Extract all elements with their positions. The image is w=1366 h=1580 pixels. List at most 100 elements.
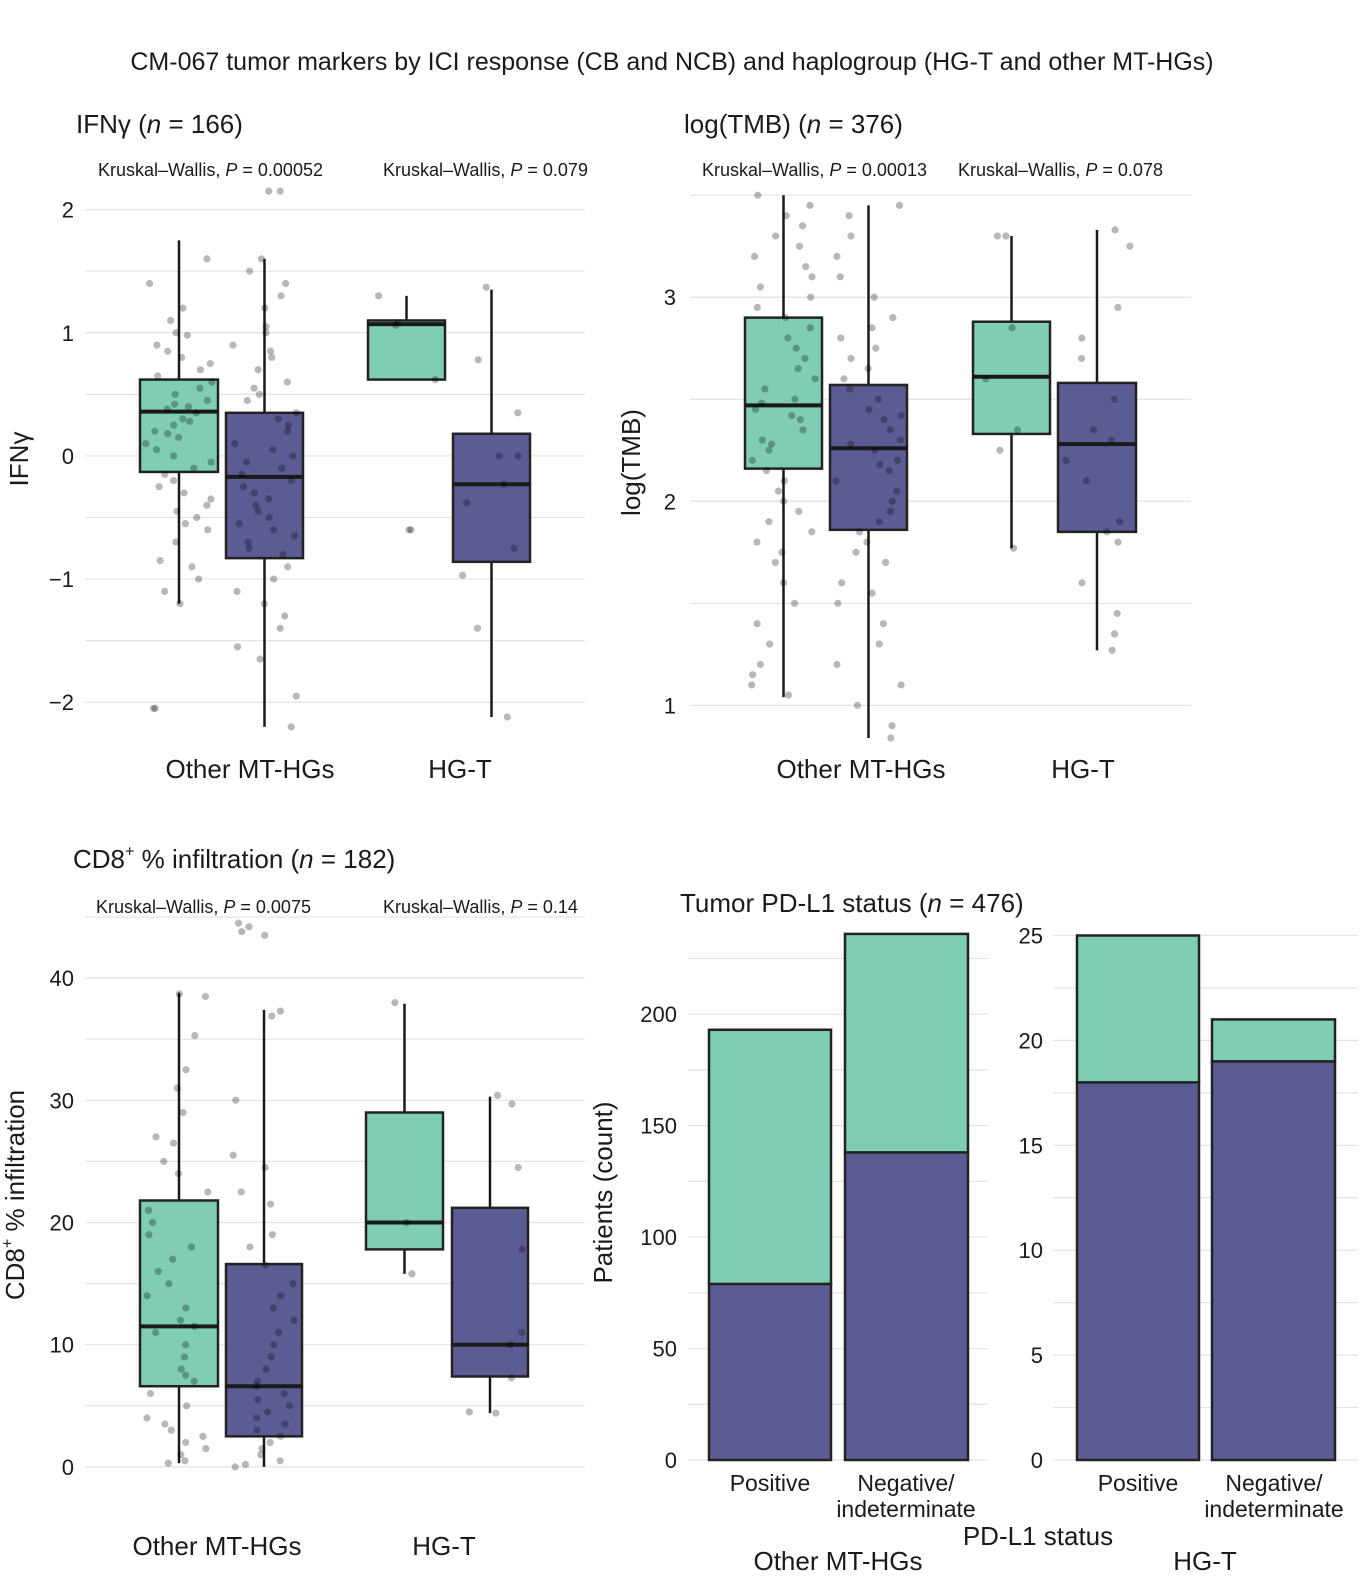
data-point xyxy=(982,375,990,383)
panel-title-part: CD8 xyxy=(73,844,125,874)
data-point xyxy=(889,314,897,322)
data-point xyxy=(518,1328,526,1337)
data-point xyxy=(265,495,273,503)
data-point xyxy=(872,344,880,352)
data-point xyxy=(274,415,282,423)
data-point xyxy=(408,1270,416,1278)
data-point xyxy=(897,411,905,420)
data-point xyxy=(254,507,262,515)
data-point xyxy=(492,1409,500,1417)
data-point xyxy=(163,405,171,413)
y-tick-label: 2 xyxy=(664,489,676,514)
data-point xyxy=(1062,456,1070,465)
data-point xyxy=(255,390,264,398)
data-point xyxy=(893,456,902,465)
data-point xyxy=(266,1200,275,1208)
data-point xyxy=(238,470,246,478)
data-point xyxy=(292,692,300,700)
data-point xyxy=(767,440,776,448)
data-point xyxy=(753,620,761,628)
data-point xyxy=(753,303,761,312)
data-point xyxy=(257,1451,265,1459)
category-label: Negative/ xyxy=(1225,1470,1323,1496)
x-group-label: Other MT-HGs xyxy=(776,754,945,784)
data-point xyxy=(808,528,816,536)
data-point xyxy=(202,1444,210,1453)
data-point xyxy=(283,378,291,386)
data-point xyxy=(748,681,756,689)
data-point xyxy=(1116,518,1124,526)
data-point xyxy=(500,480,508,488)
data-point xyxy=(146,279,154,288)
data-point xyxy=(258,1444,266,1453)
box-iqr xyxy=(224,411,305,560)
data-point xyxy=(153,341,161,349)
data-point xyxy=(229,1151,237,1159)
data-point xyxy=(778,548,786,556)
panel-pdl1: Tumor PD-L1 status (n = 476) Patients (co… xyxy=(588,888,1358,1576)
data-point xyxy=(806,201,814,210)
data-point xyxy=(394,319,402,327)
category-label: Positive xyxy=(730,1470,811,1496)
data-point xyxy=(152,446,161,454)
data-point xyxy=(268,353,276,362)
data-point xyxy=(183,1402,191,1410)
data-point xyxy=(833,252,841,261)
box-cb-hgt xyxy=(364,998,445,1278)
data-point xyxy=(177,1365,185,1373)
figure-title: CM-067 tumor markers by ICI response (CB… xyxy=(130,48,1213,76)
data-point xyxy=(845,212,853,220)
data-point xyxy=(279,550,287,559)
box-cb-other xyxy=(138,990,220,1467)
bar-ncb xyxy=(1210,1060,1337,1462)
kw-p: P xyxy=(225,160,237,180)
data-point xyxy=(887,734,895,742)
panel-title-part: n xyxy=(807,109,821,139)
data-point xyxy=(847,232,855,240)
data-point xyxy=(206,359,214,368)
data-point xyxy=(771,232,780,240)
panel-title-part: = 182) xyxy=(314,844,396,874)
data-point xyxy=(178,353,186,362)
data-point xyxy=(145,1231,153,1239)
data-point xyxy=(287,476,296,485)
data-point xyxy=(811,375,819,383)
panel-title-part: = 476) xyxy=(942,888,1024,918)
y-tick-label: 15 xyxy=(1019,1133,1043,1158)
kruskal-wallis-label: Kruskal–Wallis, P = 0.00013 xyxy=(702,160,927,180)
data-point xyxy=(277,1432,285,1440)
y-tick-label: −1 xyxy=(49,567,74,592)
data-point xyxy=(403,1218,411,1227)
y-tick-label: 100 xyxy=(640,1225,677,1250)
facet-hg-t: 0 5 10 15 20 25 Positive Negative/indeterminate… xyxy=(1019,923,1358,1576)
y-tick-label: 40 xyxy=(50,966,74,991)
data-point xyxy=(868,324,876,332)
data-point xyxy=(495,452,503,460)
data-point xyxy=(880,416,888,424)
data-point xyxy=(514,452,522,460)
panel-title-part: Tumor PD-L1 status ( xyxy=(680,888,928,918)
panel-title-part: = 166) xyxy=(161,109,243,139)
data-point xyxy=(250,384,258,392)
kw-value: = 0.14 xyxy=(522,897,578,917)
data-point xyxy=(507,1374,516,1382)
data-point xyxy=(1103,528,1111,536)
y-tick-label: 3 xyxy=(664,285,676,310)
data-point xyxy=(284,421,293,429)
panel-title-part: = 376) xyxy=(821,109,903,139)
kw-p: P xyxy=(829,160,841,180)
data-point xyxy=(172,538,180,546)
x-group-label: HG-T xyxy=(1051,754,1115,784)
data-point xyxy=(148,1218,157,1227)
data-point xyxy=(503,713,511,721)
data-point xyxy=(196,366,204,374)
data-point xyxy=(175,990,183,998)
kruskal-wallis-label: Kruskal–Wallis, P = 0.078 xyxy=(958,160,1163,180)
data-point xyxy=(154,372,162,380)
data-point xyxy=(882,558,890,567)
data-point xyxy=(203,501,211,509)
data-point xyxy=(268,1231,276,1239)
data-point xyxy=(182,1066,190,1074)
kw-value: = 0.078 xyxy=(1097,160,1163,180)
data-point xyxy=(173,1084,181,1092)
